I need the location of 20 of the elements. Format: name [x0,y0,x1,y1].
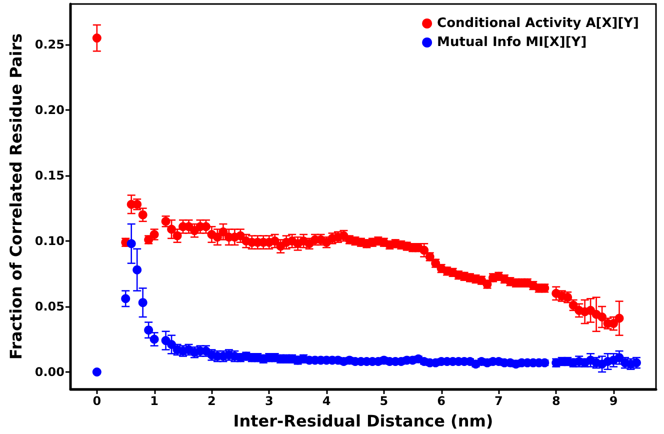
x-tick-label: 3 [264,394,274,408]
x-tick-label: 4 [322,394,331,408]
y-axis-title: Fraction of Correlated Residue Pairs [6,33,26,360]
x-tick-label: 5 [380,394,388,408]
legend-label: Mutual Info MI[X][Y] [437,35,587,50]
x-tick-label: 0 [92,394,102,408]
x-tick-label: 6 [437,394,446,408]
y-tick-label: 0.15 [34,168,65,183]
y-tick-label: 0.20 [34,103,65,118]
x-axis-title: Inter-Residual Distance (nm) [233,412,494,430]
y-tick-label: 0.00 [34,364,65,379]
x-tick-label: 7 [494,394,503,408]
y-tick-label: 0.05 [34,300,65,314]
legend-label: Conditional Activity A[X][Y] [437,16,640,31]
y-tick-label: 0.10 [34,234,65,248]
x-tick-label: 8 [552,394,560,408]
x-tick-label: 1 [150,394,158,408]
x-tick-label: 2 [208,394,216,408]
y-tick-label: 0.25 [34,38,65,52]
x-tick-label: 9 [609,394,618,408]
